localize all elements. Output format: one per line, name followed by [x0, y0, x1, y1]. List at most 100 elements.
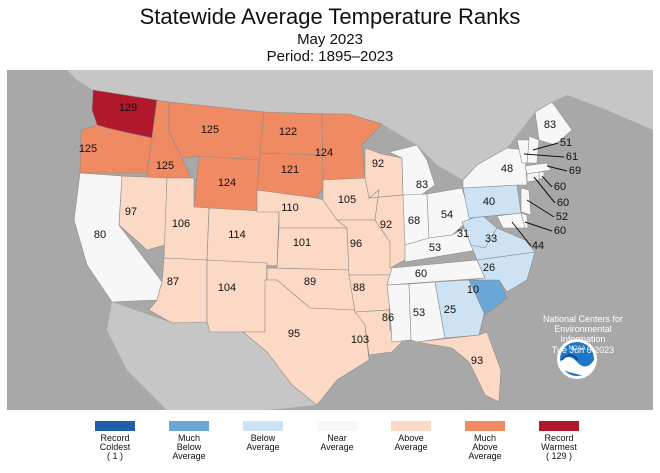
legend-swatch [95, 421, 135, 431]
state-nc [468, 251, 536, 293]
rank-label-ut: 106 [172, 218, 190, 230]
rank-label-sc: 10 [467, 284, 479, 296]
state-fl [416, 331, 502, 403]
rank-label-ok: 89 [304, 276, 316, 288]
rank-label-in: 68 [408, 215, 420, 227]
legend-much-below: Much Below Average [154, 421, 224, 461]
neighbor-land [67, 70, 653, 410]
rank-label-ma: 69 [569, 165, 581, 177]
rank-label-ne: 110 [281, 202, 299, 214]
state-la [354, 309, 403, 356]
rank-label-az: 87 [167, 276, 179, 288]
legend-swatch [465, 421, 505, 431]
rank-label-mt: 125 [201, 124, 219, 136]
rank-label-nm: 104 [218, 282, 236, 294]
credit-date: Tue Jun 6 2023 [551, 345, 615, 355]
rank-label-wa: 129 [119, 102, 137, 114]
rank-label-ga: 25 [444, 304, 456, 316]
map-canvas: 129 125 125 125 124 122 121 124 80 97 106 114 87 104 1… [67, 70, 653, 410]
rank-label-ia: 105 [338, 194, 356, 206]
rank-label-wy: 124 [218, 177, 236, 189]
state-ga [434, 279, 486, 339]
state-nm [206, 259, 268, 333]
rank-label-nd: 122 [279, 126, 297, 138]
legend-swatch [243, 421, 283, 431]
leader-line-ct [533, 176, 556, 204]
state-ms [386, 283, 412, 343]
rank-label-ms: 86 [382, 312, 394, 324]
rank-label-pa: 40 [483, 196, 495, 208]
rank-label-vt: 61 [566, 151, 578, 163]
rank-label-nh: 51 [560, 137, 572, 149]
us-rank-map: 129 125 125 125 124 122 121 124 80 97 106 114 87 104 1… [7, 70, 653, 410]
rank-label-sd: 121 [281, 164, 299, 176]
rank-label-oh: 54 [441, 209, 453, 221]
map-month: May 2023 [297, 31, 363, 48]
credit-line-2: Environmental [554, 324, 612, 334]
state-sd [256, 152, 324, 199]
legend-swatch [317, 421, 357, 431]
noaa-logo: NOAA [556, 338, 598, 380]
leader-line-nj [526, 199, 555, 218]
rank-label-me: 83 [544, 119, 556, 131]
rank-label-ks: 101 [293, 237, 311, 249]
legend-swatch [391, 421, 431, 431]
credit-line-1: National Centers for [542, 314, 624, 324]
rank-label-va: 33 [485, 233, 497, 245]
rank-label-tn: 60 [415, 268, 427, 280]
rank-label-nc: 26 [483, 262, 495, 274]
rank-label-la: 103 [351, 334, 369, 346]
leader-line-nh [532, 142, 559, 151]
neighbor-country [107, 302, 317, 410]
rank-label-mo: 96 [350, 238, 362, 250]
state-oh [426, 187, 472, 239]
rank-label-mi: 83 [416, 179, 428, 191]
state-nv [118, 175, 168, 251]
legend-swatch [169, 421, 209, 431]
rank-label-id: 125 [156, 160, 174, 172]
map-title: Statewide Average Temperature Ranks [139, 4, 521, 29]
state-me [534, 101, 573, 146]
rank-label-or: 125 [79, 143, 97, 155]
rank-labels: 129 125 125 125 124 122 121 124 80 97 106 114 87 104 1… [79, 102, 581, 367]
state-ma [524, 162, 552, 175]
legend-record-warmest: Record Warmest( 129 ) [524, 421, 594, 461]
legend-below: Below Average [228, 421, 298, 452]
legend: Record Coldest( 1 ) Much Below Average Belo… [80, 421, 600, 471]
rank-label-ny: 48 [501, 163, 513, 175]
leader-lines [511, 142, 568, 247]
leader-line-ma [546, 165, 568, 172]
state-vt [516, 139, 530, 164]
state-tx [242, 279, 370, 406]
legend-swatch [539, 421, 579, 431]
leader-line-vt [523, 153, 565, 158]
rank-label-ky: 53 [429, 242, 441, 254]
state-mi [388, 144, 436, 199]
rank-label-fl: 93 [471, 355, 483, 367]
legend-near: Near Average [302, 421, 372, 452]
legend-record-coldest: Record Coldest( 1 ) [80, 421, 150, 461]
state-shapes [73, 89, 573, 406]
rank-label-mn: 124 [315, 147, 333, 159]
rank-label-il: 92 [380, 219, 392, 231]
rank-label-md: 44 [532, 240, 544, 252]
map-period: Period: 1895–2023 [266, 48, 394, 65]
state-al [408, 281, 446, 343]
rank-label-nj: 52 [556, 211, 568, 223]
rank-label-nv: 97 [125, 206, 137, 218]
state-ks [276, 227, 350, 271]
rank-label-co: 114 [228, 229, 246, 241]
rank-label-wi: 92 [372, 158, 384, 170]
state-or [79, 124, 153, 174]
rank-label-tx: 95 [288, 328, 300, 340]
neighbor-country [67, 70, 653, 180]
state-nj [520, 187, 532, 216]
rank-label-de: 60 [554, 225, 566, 237]
legend-much-above: Much Above Average [450, 421, 520, 461]
rank-label-ct: 60 [557, 197, 569, 209]
credit-line-3: Information [560, 334, 606, 344]
legend-above: Above Average [376, 421, 446, 452]
rank-label-ca: 80 [94, 229, 106, 241]
rank-label-wv: 31 [457, 228, 469, 240]
rank-label-ar: 88 [353, 282, 365, 294]
